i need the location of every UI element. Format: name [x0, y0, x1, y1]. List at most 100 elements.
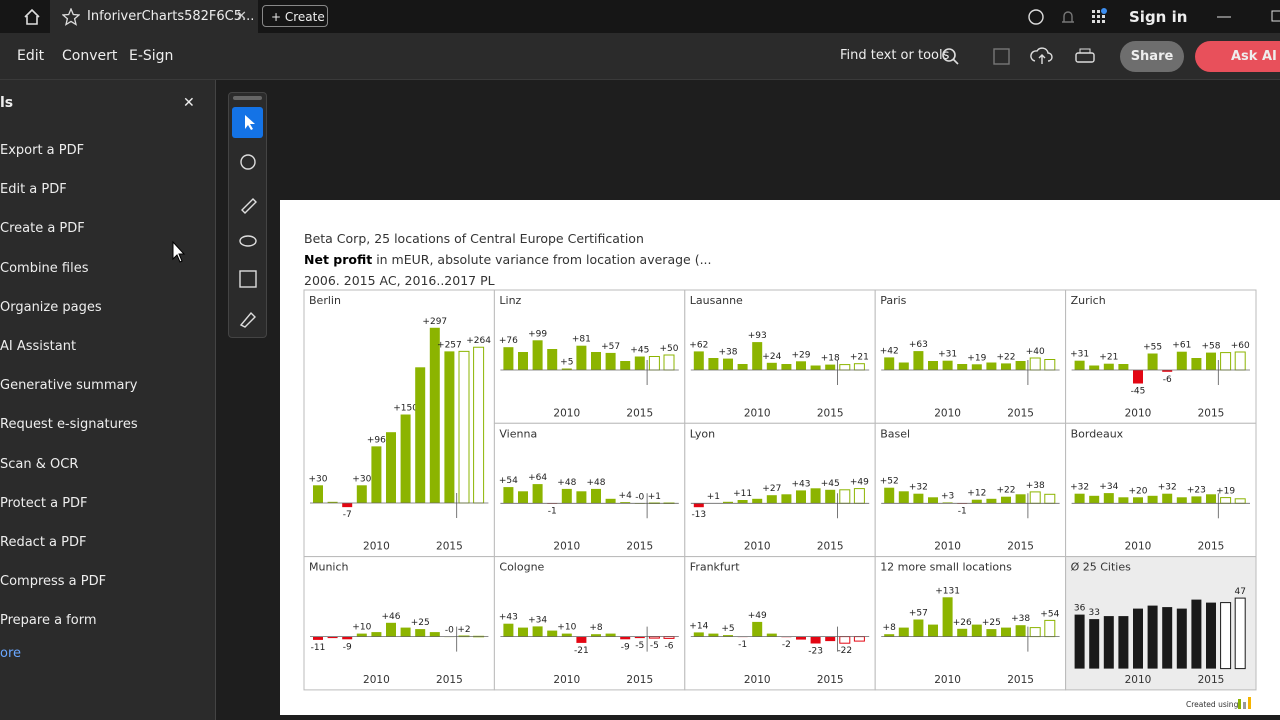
menu-item[interactable]: Convert [62, 48, 118, 64]
search-label[interactable]: Find text or tools [840, 48, 950, 63]
actual-bar [693, 503, 704, 508]
x-tick-label: 2010 [1125, 541, 1152, 553]
panel-close[interactable]: ✕ [183, 95, 195, 111]
actual-bar [781, 494, 792, 504]
actual-bar [1147, 353, 1158, 370]
x-tick-label: 2010 [363, 541, 390, 553]
tool-item[interactable]: Combine files [0, 260, 89, 276]
x-tick-label: 2015 [817, 541, 844, 553]
value-label: +38 [719, 348, 738, 358]
x-tick-label: 2010 [553, 541, 580, 553]
value-label: +31 [938, 350, 957, 360]
x-tick-label: 2015 [1198, 674, 1225, 686]
actual-bar [1074, 493, 1085, 504]
menu-item[interactable]: Edit [17, 48, 45, 64]
tool-item[interactable]: Generative summary [0, 378, 138, 394]
value-label: 36 [1074, 604, 1086, 614]
tool-item[interactable]: Request e-signatures [0, 417, 138, 433]
document-tab[interactable]: InforiverCharts582F6C5... ✕ [50, 0, 258, 33]
mouse-cursor [172, 240, 186, 263]
value-label: +63 [909, 340, 928, 350]
actual-bar [444, 351, 455, 503]
value-label: +38 [1011, 614, 1030, 624]
tool-item[interactable]: Create a PDF [0, 221, 85, 237]
value-label: +24 [762, 352, 781, 362]
actual-bar [986, 629, 997, 637]
tool-item[interactable]: Export a PDF [0, 143, 85, 158]
tool-item[interactable]: Protect a PDF [0, 495, 88, 511]
value-label: +38 [1026, 481, 1045, 491]
panel-title: Cologne [499, 561, 544, 574]
actual-bar [415, 367, 426, 503]
actual-bar [1103, 363, 1114, 370]
home-icon[interactable] [22, 7, 42, 27]
actual-bar [825, 636, 836, 642]
chart-subtitle: Net profit in mEUR, absolute variance fr… [304, 252, 712, 267]
value-label: +45 [821, 479, 840, 489]
panel-frame [874, 289, 1067, 424]
value-label: -22 [837, 646, 852, 656]
small-multiple: Bordeaux +32 +34 +20 +32 +23 +19 2010 2015 [1065, 422, 1257, 558]
value-label: -13 [691, 510, 706, 520]
value-label: +52 [880, 477, 899, 487]
panel-title: Ø 25 Cities [1071, 561, 1132, 574]
tool-item[interactable]: Organize pages [0, 299, 102, 315]
actual-bar [825, 489, 836, 504]
tool-item[interactable]: Prepare a form [0, 613, 97, 629]
value-label: +32 [1158, 483, 1177, 493]
plan-bar [853, 636, 865, 642]
actual-bar [737, 364, 748, 370]
actual-bar [1206, 352, 1216, 370]
actual-bar [576, 636, 587, 643]
value-label: -1 [958, 507, 967, 517]
actual-bar [1089, 495, 1100, 504]
actual-bar [547, 349, 558, 370]
tool-item[interactable]: Scan & OCR [0, 456, 79, 472]
value-label: +18 [821, 354, 840, 364]
x-tick-label: 2010 [934, 541, 961, 553]
menu-item[interactable]: E-Sign [129, 48, 174, 64]
close-tab[interactable]: ✕ [236, 9, 247, 24]
actual-bar [547, 630, 558, 637]
value-label: +22 [997, 486, 1016, 496]
value-label: -9 [343, 642, 352, 652]
value-label: +45 [630, 346, 649, 356]
actual-bar [356, 633, 367, 637]
x-tick-label: 2010 [744, 674, 771, 686]
value-label: -6 [665, 641, 674, 651]
actual-bar [1162, 607, 1173, 669]
actual-bar [1147, 605, 1158, 669]
actual-bar [928, 497, 938, 504]
sign-in[interactable]: Sign in [1129, 8, 1188, 26]
panel-frame [684, 556, 876, 691]
actual-bar [532, 340, 543, 370]
x-tick-label: 2015 [1198, 541, 1225, 553]
tab-title: InforiverCharts582F6C5... [87, 9, 255, 24]
small-multiple: Linz +76 +99 +5 +81 +57 +45 +50 2010 2015 [493, 289, 686, 424]
tool-icons[interactable] [233, 107, 263, 337]
tool-item[interactable]: AI Assistant [0, 339, 77, 354]
value-label: +64 [528, 473, 547, 483]
tool-item[interactable]: Edit a PDF [0, 182, 67, 198]
tool-item[interactable]: Compress a PDF [0, 574, 107, 590]
share-button[interactable]: Share [1120, 41, 1184, 72]
value-label: +257 [437, 340, 462, 350]
small-multiple: 12 more small locations +8 +57 +131 +26 +25 +3… [874, 556, 1067, 691]
value-label: +1 [648, 492, 661, 502]
toolbar-icons[interactable] [940, 46, 1100, 68]
star-icon[interactable] [62, 8, 80, 26]
panel-title: ls [0, 95, 14, 111]
actual-bar [1191, 496, 1202, 504]
tool-item[interactable]: Redact a PDF [0, 535, 87, 550]
value-label: +32 [1070, 483, 1089, 493]
value-label: +5 [560, 358, 573, 368]
value-label: +32 [909, 483, 928, 493]
ask-ai-button[interactable]: Ask AI A [1195, 41, 1280, 72]
create-button[interactable]: + Create [262, 5, 328, 27]
panel-title: Bordeaux [1071, 427, 1124, 440]
toolbar: Edit Convert E-Sign Find text or tools S… [0, 33, 1280, 80]
actual-bar [971, 624, 982, 637]
more-link[interactable]: ore [0, 646, 22, 661]
window-controls[interactable] [1210, 8, 1280, 26]
plan-bar [1220, 602, 1232, 670]
